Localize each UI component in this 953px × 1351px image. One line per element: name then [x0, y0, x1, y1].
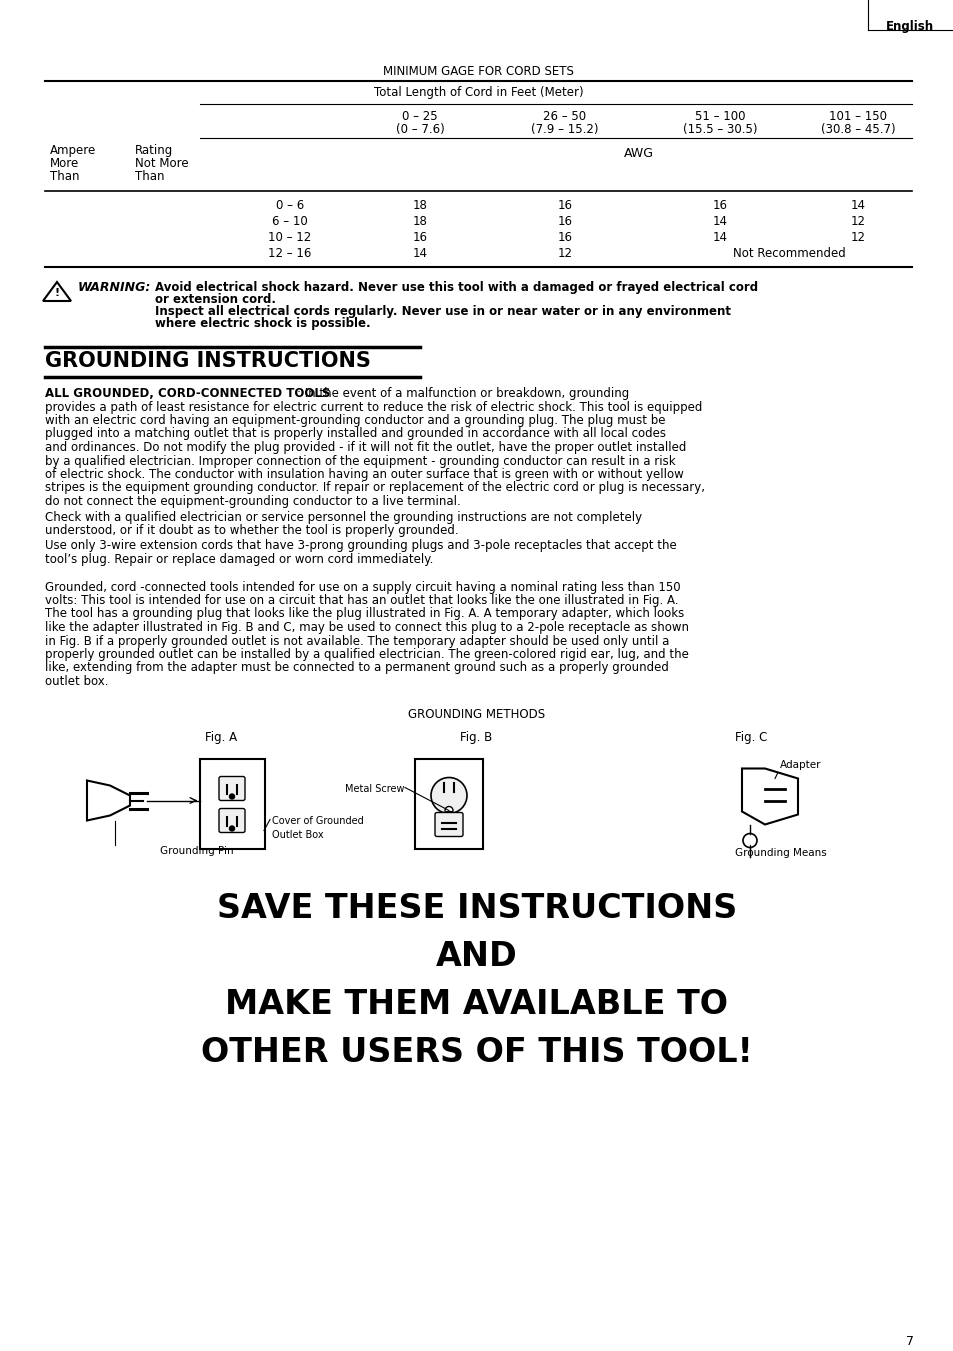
Text: Fig. C: Fig. C	[734, 731, 766, 743]
Text: Metal Screw: Metal Screw	[345, 784, 404, 793]
Text: 16: 16	[412, 231, 427, 245]
Text: 10 – 12: 10 – 12	[268, 231, 312, 245]
Text: tool’s plug. Repair or replace damaged or worn cord immediately.: tool’s plug. Repair or replace damaged o…	[45, 553, 433, 566]
FancyBboxPatch shape	[219, 777, 245, 801]
Text: or extension cord.: or extension cord.	[154, 293, 275, 305]
Text: More: More	[50, 157, 79, 170]
Text: Grounding Means: Grounding Means	[734, 848, 826, 858]
Text: 51 – 100: 51 – 100	[694, 109, 744, 123]
Circle shape	[230, 825, 234, 831]
FancyBboxPatch shape	[219, 808, 245, 832]
Text: AWG: AWG	[623, 147, 654, 159]
Text: volts: This tool is intended for use on a circuit that has an outlet that looks : volts: This tool is intended for use on …	[45, 594, 678, 607]
Text: Fig. A: Fig. A	[205, 731, 237, 743]
Text: (0 – 7.6): (0 – 7.6)	[395, 123, 444, 136]
Text: : In the event of a malfunction or breakdown, grounding: : In the event of a malfunction or break…	[296, 386, 629, 400]
Bar	[200, 758, 265, 848]
Text: WARNING:: WARNING:	[78, 281, 152, 295]
Text: 16: 16	[557, 199, 572, 212]
Text: ALL GROUNDED, CORD-CONNECTED TOOLS: ALL GROUNDED, CORD-CONNECTED TOOLS	[45, 386, 330, 400]
Text: provides a path of least resistance for electric current to reduce the risk of e: provides a path of least resistance for …	[45, 400, 701, 413]
Text: Cover of Grounded
Outlet Box: Cover of Grounded Outlet Box	[272, 816, 363, 840]
Text: stripes is the equipment grounding conductor. If repair or replacement of the el: stripes is the equipment grounding condu…	[45, 481, 704, 494]
Text: 26 – 50: 26 – 50	[543, 109, 586, 123]
Text: and ordinances. Do not modify the plug provided - if it will not fit the outlet,: and ordinances. Do not modify the plug p…	[45, 440, 685, 454]
Text: by a qualified electrician. Improper connection of the equipment - grounding con: by a qualified electrician. Improper con…	[45, 454, 675, 467]
Text: (15.5 – 30.5): (15.5 – 30.5)	[682, 123, 757, 136]
Text: plugged into a matching outlet that is properly installed and grounded in accord: plugged into a matching outlet that is p…	[45, 427, 665, 440]
Text: in Fig. B if a properly grounded outlet is not available. The temporary adapter : in Fig. B if a properly grounded outlet …	[45, 635, 669, 647]
Text: 14: 14	[850, 199, 864, 212]
Text: with an electric cord having an equipment-grounding conductor and a grounding pl: with an electric cord having an equipmen…	[45, 413, 665, 427]
Circle shape	[444, 807, 453, 815]
Text: outlet box.: outlet box.	[45, 676, 109, 688]
Text: 18: 18	[412, 215, 427, 228]
Text: Not More: Not More	[135, 157, 189, 170]
Text: 101 – 150: 101 – 150	[828, 109, 886, 123]
Text: OTHER USERS OF THIS TOOL!: OTHER USERS OF THIS TOOL!	[201, 1035, 752, 1069]
Text: 14: 14	[712, 215, 727, 228]
Text: where electric shock is possible.: where electric shock is possible.	[154, 317, 370, 330]
FancyBboxPatch shape	[435, 812, 462, 836]
Text: properly grounded outlet can be installed by a qualified electrician. The green-: properly grounded outlet can be installe…	[45, 648, 688, 661]
Text: 12: 12	[850, 215, 864, 228]
Text: Adapter: Adapter	[780, 761, 821, 770]
Polygon shape	[87, 781, 130, 820]
Text: Use only 3-wire extension cords that have 3-prong grounding plugs and 3-pole rec: Use only 3-wire extension cords that hav…	[45, 539, 676, 553]
Text: 6 – 10: 6 – 10	[272, 215, 308, 228]
Text: do not connect the equipment-grounding conductor to a live terminal.: do not connect the equipment-grounding c…	[45, 494, 460, 508]
Circle shape	[431, 777, 467, 813]
Bar	[415, 758, 482, 848]
Text: Ampere: Ampere	[50, 145, 96, 157]
Text: MINIMUM GAGE FOR CORD SETS: MINIMUM GAGE FOR CORD SETS	[383, 65, 574, 78]
Text: 0 – 25: 0 – 25	[402, 109, 437, 123]
Text: 7: 7	[905, 1335, 913, 1348]
Text: Total Length of Cord in Feet (Meter): Total Length of Cord in Feet (Meter)	[374, 86, 582, 99]
Text: Grounded, cord -connected tools intended for use on a supply circuit having a no: Grounded, cord -connected tools intended…	[45, 581, 679, 593]
Text: 16: 16	[557, 231, 572, 245]
Text: 14: 14	[712, 231, 727, 245]
Text: understood, or if it doubt as to whether the tool is properly grounded.: understood, or if it doubt as to whether…	[45, 524, 458, 536]
Text: Rating: Rating	[135, 145, 173, 157]
Text: Than: Than	[135, 170, 164, 182]
Text: English: English	[885, 20, 933, 32]
Text: 0 – 6: 0 – 6	[275, 199, 304, 212]
Text: 14: 14	[412, 247, 427, 259]
Text: Grounding Pin: Grounding Pin	[160, 847, 233, 857]
Text: like the adapter illustrated in Fig. B and C, may be used to connect this plug t: like the adapter illustrated in Fig. B a…	[45, 621, 688, 634]
Text: of electric shock. The conductor with insulation having an outer surface that is: of electric shock. The conductor with in…	[45, 467, 683, 481]
Text: like, extending from the adapter must be connected to a permanent ground such as: like, extending from the adapter must be…	[45, 662, 668, 674]
Text: Inspect all electrical cords regularly. Never use in or near water or in any env: Inspect all electrical cords regularly. …	[154, 305, 730, 317]
Text: (30.8 – 45.7): (30.8 – 45.7)	[820, 123, 894, 136]
Text: GROUNDING METHODS: GROUNDING METHODS	[408, 708, 545, 721]
Text: SAVE THESE INSTRUCTIONS: SAVE THESE INSTRUCTIONS	[216, 892, 737, 924]
Text: 12: 12	[850, 231, 864, 245]
Text: 16: 16	[712, 199, 727, 212]
Text: 12 – 16: 12 – 16	[268, 247, 312, 259]
Text: Avoid electrical shock hazard. Never use this tool with a damaged or frayed elec: Avoid electrical shock hazard. Never use…	[154, 281, 758, 295]
Text: Fig. B: Fig. B	[459, 731, 492, 743]
Text: The tool has a grounding plug that looks like the plug illustrated in Fig. A. A : The tool has a grounding plug that looks…	[45, 608, 683, 620]
Text: !: !	[54, 288, 59, 297]
Text: Than: Than	[50, 170, 79, 182]
Text: 18: 18	[412, 199, 427, 212]
Circle shape	[230, 794, 234, 798]
Text: (7.9 – 15.2): (7.9 – 15.2)	[531, 123, 598, 136]
Text: Check with a qualified electrician or service personnel the grounding instructio: Check with a qualified electrician or se…	[45, 511, 641, 523]
Text: Not Recommended: Not Recommended	[732, 247, 844, 259]
Text: AND: AND	[436, 939, 517, 973]
Text: 16: 16	[557, 215, 572, 228]
Text: 12: 12	[557, 247, 572, 259]
Text: MAKE THEM AVAILABLE TO: MAKE THEM AVAILABLE TO	[225, 988, 728, 1020]
Text: GROUNDING INSTRUCTIONS: GROUNDING INSTRUCTIONS	[45, 351, 371, 372]
Polygon shape	[741, 769, 797, 824]
